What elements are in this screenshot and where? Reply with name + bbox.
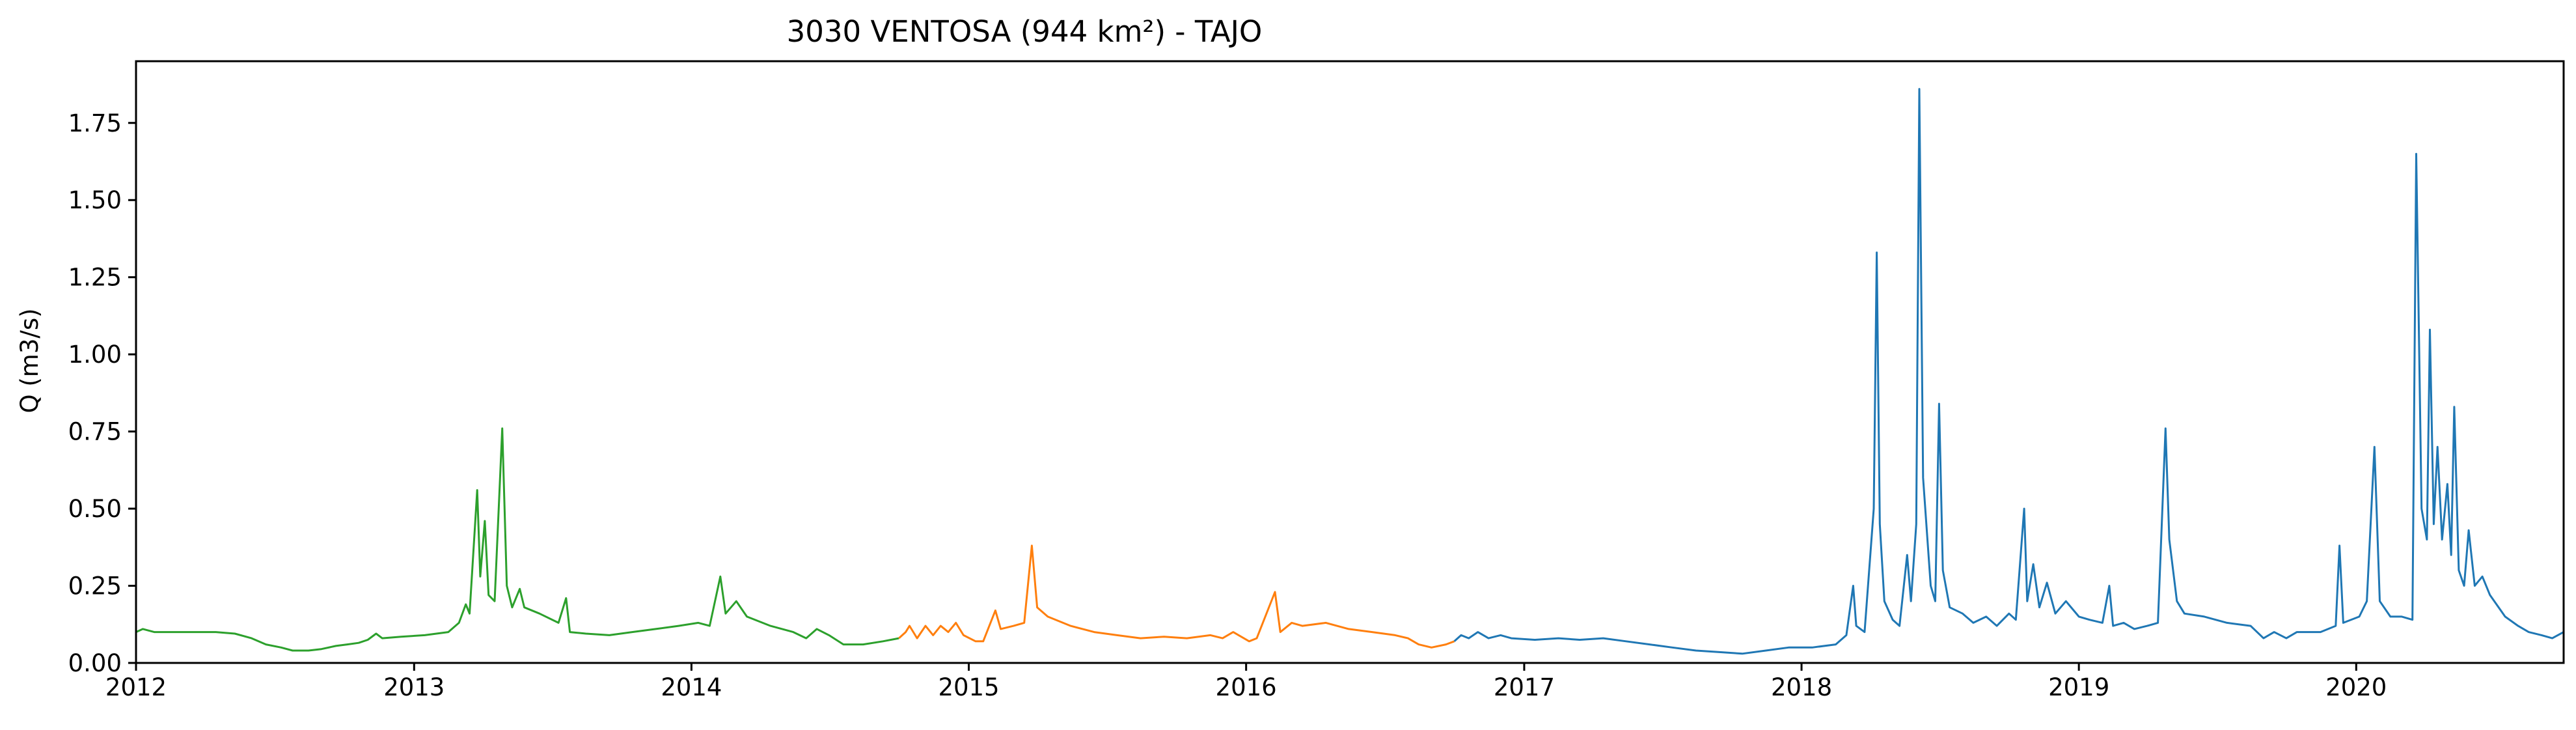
chart-title: 3030 VENTOSA (944 km²) - TAJO — [787, 14, 1263, 49]
x-tick-label: 2020 — [2325, 673, 2387, 701]
plot-area-frame — [135, 60, 2565, 664]
y-axis-label: Q (m3/s) — [16, 308, 44, 413]
series-line-3 — [1453, 88, 2564, 655]
y-axis: 0.00 0.25 0.50 0.75 1.00 1.25 1.50 1.75 — [68, 109, 136, 677]
x-tick-label: 2014 — [661, 673, 722, 701]
y-tick-label: 0.00 — [68, 649, 122, 677]
x-tick-label: 2016 — [1216, 673, 1277, 701]
y-tick-label: 1.00 — [68, 341, 122, 369]
series-line-1 — [135, 427, 899, 652]
x-tick-label: 2015 — [938, 673, 999, 701]
x-tick-label: 2019 — [2048, 673, 2109, 701]
y-tick-label: 0.25 — [68, 572, 122, 600]
y-tick-label: 1.75 — [68, 109, 122, 137]
y-tick-label: 1.50 — [68, 186, 122, 214]
series-line-2 — [898, 544, 1455, 649]
x-tick-label: 2017 — [1494, 673, 1555, 701]
y-tick-label: 0.50 — [68, 495, 122, 523]
series-layer — [135, 88, 2564, 655]
x-tick-label: 2013 — [383, 673, 445, 701]
x-axis: 2012 2013 2014 2015 2016 2017 2018 2019 2020 — [105, 663, 2387, 701]
y-tick-label: 1.25 — [68, 264, 122, 292]
y-tick-label: 0.75 — [68, 418, 122, 446]
x-tick-label: 2018 — [1771, 673, 1832, 701]
x-tick-label: 2012 — [105, 673, 167, 701]
